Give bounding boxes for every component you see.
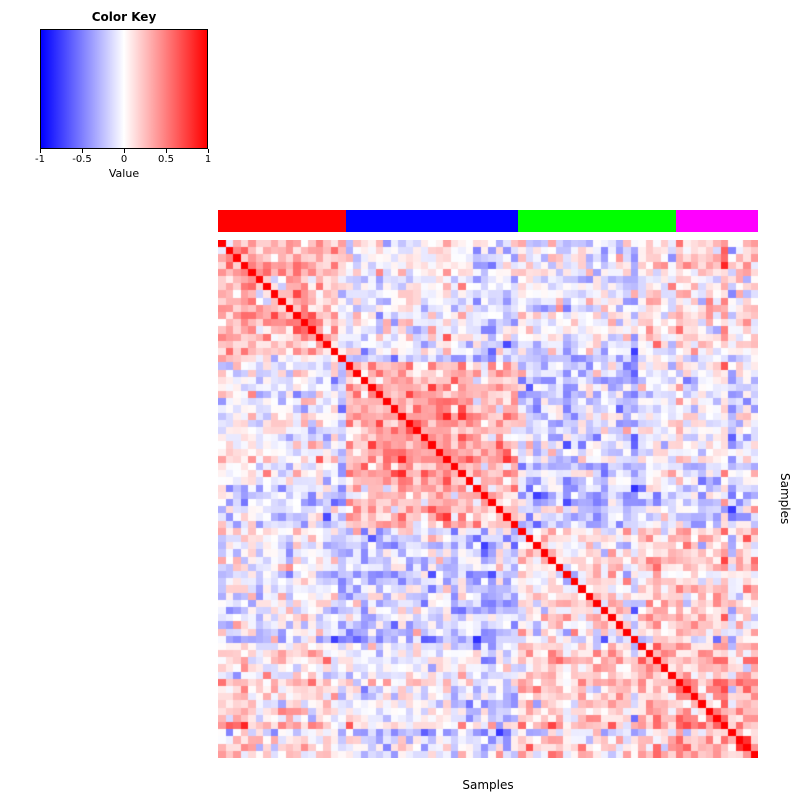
- color-key-tick-label: -1: [35, 154, 45, 165]
- color-key-tick-mark: [207, 149, 209, 153]
- color-key-tick-mark: [165, 149, 167, 153]
- color-key-title: Color Key: [91, 10, 157, 24]
- color-key: Color Key -1 -0.5 0 0.5 1 Value: [35, 10, 212, 180]
- color-key-tick-label: 0.5: [158, 154, 174, 165]
- color-key-value-label: Value: [108, 167, 140, 180]
- color-key-tick-mark: [123, 149, 125, 153]
- y-axis-label: Samples: [778, 473, 792, 525]
- color-key-gradient: [40, 29, 208, 149]
- color-key-tick-label: -0.5: [72, 154, 92, 165]
- group-color-segment: [518, 210, 676, 232]
- color-key-tick-mark: [39, 149, 41, 153]
- color-key-axis: -1 -0.5 0 0.5 1: [35, 149, 212, 167]
- heatmap-canvas: [218, 240, 758, 758]
- group-color-segment: [345, 210, 518, 232]
- color-key-tick-mark: [81, 149, 83, 153]
- x-axis-label: Samples: [462, 778, 514, 792]
- color-key-tick-label: 1: [204, 154, 212, 165]
- color-key-tick-label: 0: [120, 154, 128, 165]
- column-side-colors: [218, 210, 758, 232]
- group-color-segment: [218, 210, 346, 232]
- group-color-segment: [675, 210, 758, 232]
